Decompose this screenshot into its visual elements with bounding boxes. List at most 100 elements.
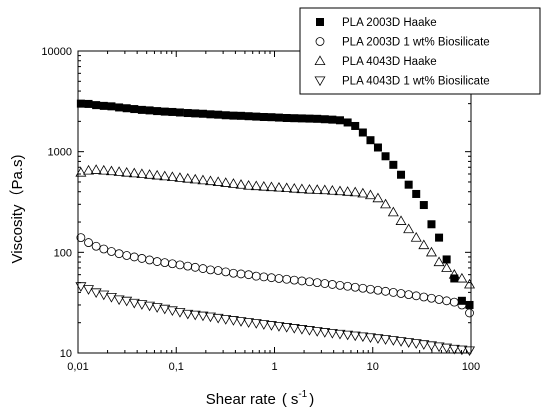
y-tick-label: 1000 <box>48 147 72 159</box>
data-point <box>465 308 474 318</box>
data-point <box>412 189 421 198</box>
data-point <box>418 239 430 250</box>
data-point <box>313 114 322 123</box>
data-point <box>303 183 315 194</box>
data-point <box>319 328 331 338</box>
data-point <box>349 186 361 197</box>
data-point <box>259 272 269 282</box>
data-point <box>92 101 101 110</box>
y-tick-label: 10 <box>60 348 72 360</box>
data-point <box>358 128 367 137</box>
data-point <box>349 331 361 342</box>
data-point <box>372 334 384 344</box>
data-point <box>442 296 452 306</box>
legend-marker <box>314 55 326 65</box>
data-point <box>410 339 422 349</box>
legend-marker <box>314 76 326 87</box>
data-point <box>274 274 284 283</box>
data-point <box>366 284 375 294</box>
data-point <box>288 182 300 193</box>
data-point <box>221 111 230 120</box>
data-point <box>122 104 131 113</box>
data-point <box>387 206 399 217</box>
data-point <box>411 291 421 301</box>
data-point <box>326 185 338 195</box>
data-point <box>250 319 262 329</box>
data-point <box>258 320 270 330</box>
data-point <box>350 282 360 292</box>
data-point <box>366 136 375 145</box>
data-point <box>113 166 125 176</box>
data-point <box>121 296 133 307</box>
data-point <box>229 268 238 278</box>
data-point <box>98 290 110 301</box>
data-point <box>434 295 444 304</box>
data-point <box>380 198 392 209</box>
data-point <box>335 116 344 125</box>
data-point <box>182 309 194 320</box>
data-point <box>267 273 276 283</box>
legend-marker <box>315 37 325 46</box>
data-point <box>343 281 353 291</box>
data-point <box>281 323 293 333</box>
data-point <box>121 166 133 177</box>
y-axis-title: Viscosity（Pa.s) <box>9 155 26 264</box>
data-point <box>113 295 125 306</box>
data-point <box>425 341 437 352</box>
x-tick-label: 0,1 <box>169 361 184 373</box>
data-point <box>373 143 382 152</box>
data-point <box>273 322 285 332</box>
axes-layer <box>77 50 472 354</box>
data-point <box>252 112 261 121</box>
data-point <box>236 269 246 279</box>
data-point <box>312 278 322 288</box>
legend-item: PLA 4043D Haake <box>314 55 437 68</box>
legend-item: PLA 2003D Haake <box>316 17 437 29</box>
data-point <box>236 111 245 120</box>
data-point <box>212 313 224 324</box>
data-point <box>427 293 436 303</box>
data-point <box>198 264 208 273</box>
data-point <box>320 115 329 124</box>
legend-item: PLA 4043D 1 wt% Biosilicate <box>314 76 490 88</box>
data-point <box>227 178 239 188</box>
data-point <box>381 286 390 296</box>
data-point <box>281 182 293 193</box>
data-point <box>90 288 102 298</box>
data-point <box>130 105 139 114</box>
data-point <box>267 113 276 122</box>
data-series <box>75 99 476 357</box>
series-1 <box>76 99 474 309</box>
data-point <box>128 298 140 309</box>
data-point <box>152 257 162 266</box>
data-point <box>288 324 300 334</box>
data-point <box>160 107 169 116</box>
x-axis-unit: s <box>291 391 299 408</box>
data-point <box>441 262 453 272</box>
data-point <box>220 177 232 187</box>
data-point <box>204 175 216 186</box>
data-point <box>389 160 398 169</box>
data-point <box>105 292 117 303</box>
data-point <box>243 318 255 328</box>
data-point <box>433 342 445 353</box>
data-point <box>441 343 453 354</box>
data-point <box>282 274 292 284</box>
data-point <box>265 321 277 331</box>
data-point <box>372 192 384 203</box>
data-point <box>243 180 255 190</box>
data-point <box>297 114 306 123</box>
data-point <box>342 186 354 196</box>
data-point <box>274 113 283 122</box>
data-point <box>168 107 177 116</box>
data-point <box>235 179 247 189</box>
data-point <box>107 102 116 111</box>
data-point <box>358 283 368 293</box>
legend-item: PLA 2003D 1 wt% Biosilicate <box>315 37 490 49</box>
data-point <box>364 189 376 200</box>
legend-label: PLA 2003D Haake <box>342 17 437 29</box>
data-point <box>244 112 253 121</box>
data-point <box>395 215 407 225</box>
data-point <box>136 168 148 178</box>
data-point <box>144 301 156 312</box>
